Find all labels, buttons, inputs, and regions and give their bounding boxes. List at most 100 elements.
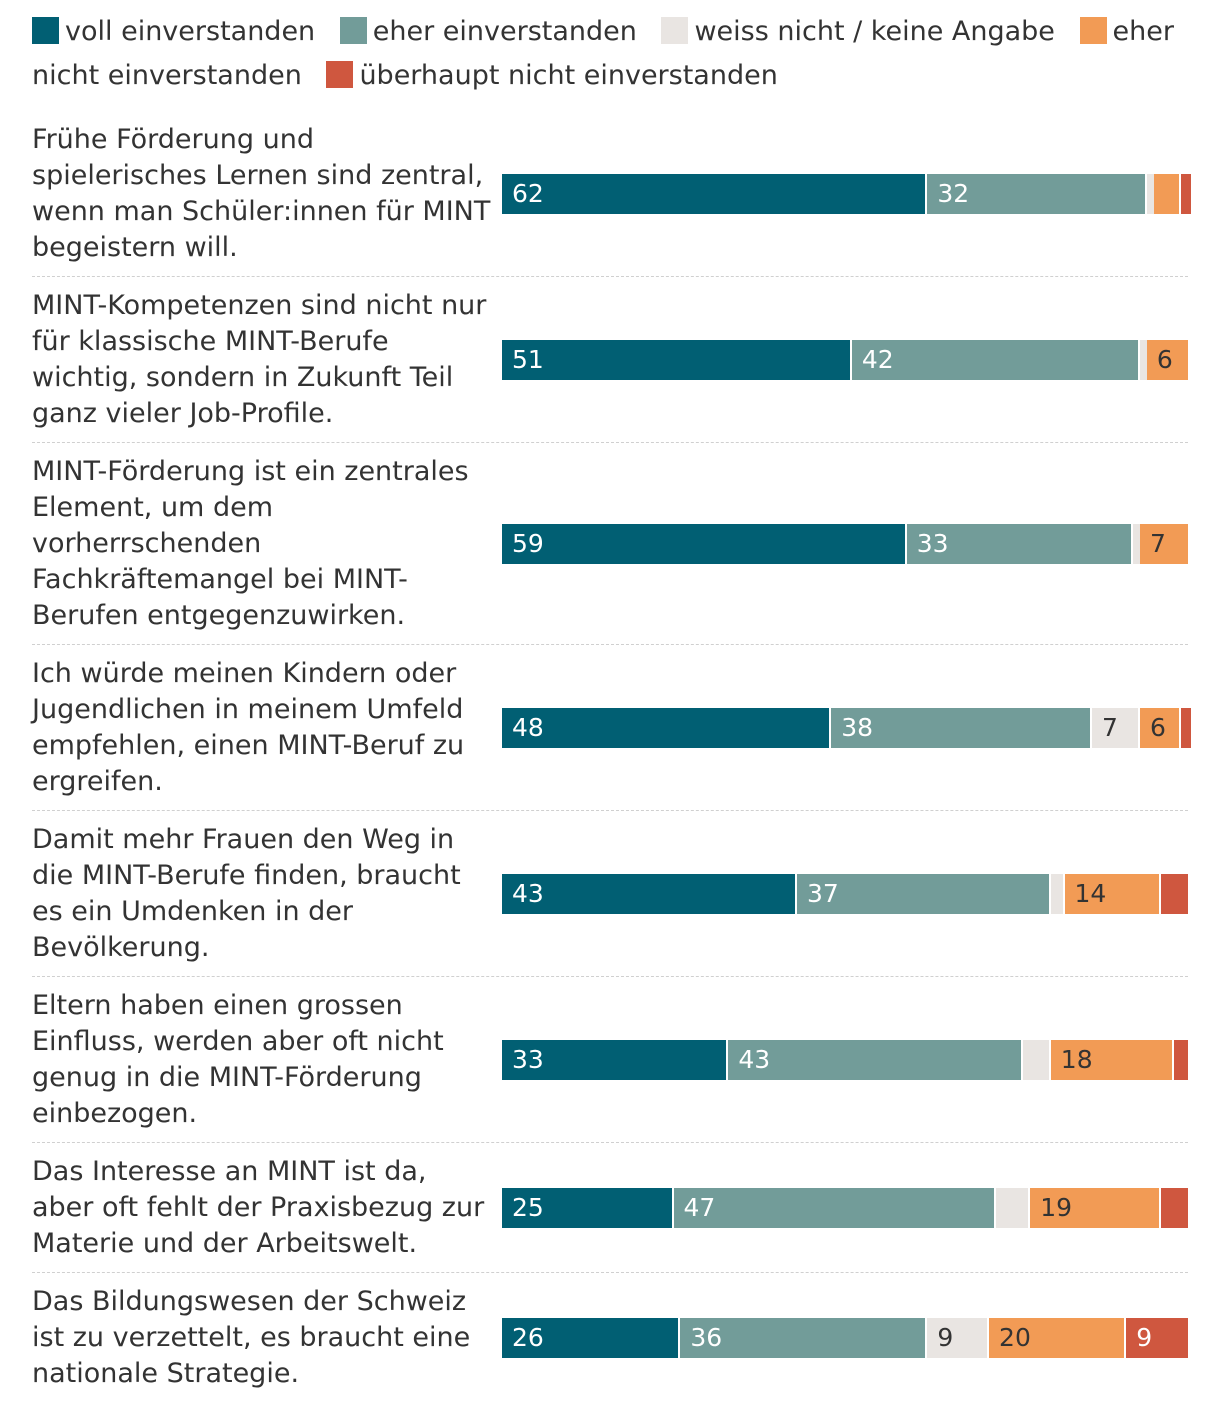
bar-segment [1181, 708, 1192, 748]
stacked-bar: 51 42 6 [502, 340, 1188, 380]
bar-segment: 6 [1139, 708, 1180, 748]
bar-segment: 62 [502, 174, 926, 214]
bar-segment [1160, 1188, 1188, 1228]
row-divider [32, 1142, 1188, 1143]
bar-segment: 43 [728, 1040, 1022, 1080]
data-label: 14 [1074, 879, 1107, 908]
bar-segment: 14 [1064, 874, 1159, 914]
bar-segment: 51 [502, 340, 850, 380]
data-label: 9 [937, 1323, 954, 1352]
bar-segment: 42 [851, 340, 1138, 380]
data-label: 59 [512, 529, 544, 558]
bar-segment: 33 [502, 1040, 727, 1080]
data-label: 9 [1136, 1323, 1153, 1352]
bar-segment: 25 [502, 1188, 672, 1228]
bar-segment [1139, 340, 1150, 380]
data-label: 48 [512, 713, 544, 742]
row-divider [32, 976, 1188, 977]
data-label: 33 [916, 529, 949, 558]
bar-segment: 48 [502, 708, 830, 748]
data-label: 26 [512, 1323, 544, 1352]
data-label: 42 [861, 345, 894, 374]
category-label: Damit mehr Frauen den Weg in die MINT-Be… [32, 824, 461, 963]
legend-label: voll einverstanden [65, 16, 316, 47]
stacked-bar: 48 38 7 6 [502, 708, 1192, 748]
bar-segment: 7 [1139, 524, 1188, 564]
row-divider [32, 442, 1188, 443]
data-label: 43 [738, 1045, 771, 1074]
data-label: 20 [999, 1323, 1031, 1352]
legend-swatch [339, 17, 367, 44]
stacked-bar: 43 37 14 [502, 874, 1188, 914]
legend-label: überhaupt nicht einverstanden [359, 60, 778, 91]
data-label: 18 [1060, 1045, 1093, 1074]
legend-item: eher nicht einverstanden [32, 16, 1174, 91]
bar-segment: 33 [906, 524, 1132, 564]
bar-segment [1050, 874, 1063, 914]
legend-item: weiss nicht / keine Angabe [661, 16, 1055, 47]
bar-segment: 6 [1146, 340, 1188, 380]
data-label: 19 [1040, 1193, 1073, 1222]
stacked-bar: 26 36 9 20 9 [502, 1318, 1188, 1358]
bar-segment [1174, 1040, 1188, 1080]
bar-segment: 37 [796, 874, 1049, 914]
bar-segment: 9 [1126, 1318, 1188, 1358]
bar-segment: 32 [927, 174, 1145, 214]
legend-item: voll einverstanden [32, 16, 315, 47]
stacked-bar: 59 33 7 [502, 524, 1188, 564]
legend-swatch [326, 61, 354, 88]
data-label: 25 [512, 1193, 544, 1222]
stacked-bar: 33 43 18 [502, 1040, 1188, 1080]
legend-item: eher einverstanden [339, 16, 637, 47]
row-divider [32, 276, 1188, 277]
legend-label: eher einverstanden [372, 16, 637, 47]
bar-segment [1023, 1040, 1049, 1080]
data-label: 38 [841, 713, 874, 742]
row-divider [32, 1272, 1188, 1273]
category-label: MINT-Kompetenzen sind nicht nur für klas… [32, 290, 487, 429]
bar-segment [1181, 174, 1192, 214]
stacked-bar: 62 32 [502, 174, 1192, 214]
data-label: 47 [683, 1193, 716, 1222]
bar-segment: 20 [989, 1318, 1125, 1358]
legend-swatch [1079, 17, 1107, 44]
data-label: 43 [512, 879, 544, 908]
data-label: 37 [806, 879, 839, 908]
legend-label: weiss nicht / keine Angabe [694, 16, 1055, 47]
bar-segment [1160, 874, 1188, 914]
bar-segment [1153, 174, 1180, 214]
category-label: Eltern haben einen grossen Einfluss, wer… [32, 990, 444, 1129]
row-divider [32, 810, 1188, 811]
category-label: Ich würde meinen Kindern oder Jugendlich… [32, 658, 465, 797]
data-label: 36 [690, 1323, 723, 1352]
legend-swatch [661, 17, 689, 44]
data-label: 7 [1101, 713, 1118, 742]
data-label: 7 [1149, 529, 1166, 558]
category-label: MINT-Förderung ist ein zentrales Element… [32, 456, 469, 631]
bar-segment: 59 [502, 524, 905, 564]
bar-segment: 43 [502, 874, 795, 914]
data-label: 6 [1156, 345, 1173, 374]
bar-segment: 47 [673, 1188, 994, 1228]
stacked-bar: 25 47 19 [502, 1188, 1188, 1228]
category-label: Frühe Förderung und spielerisches Lernen… [32, 124, 491, 263]
row-divider [32, 644, 1188, 645]
bar-segment: 18 [1050, 1040, 1173, 1080]
bar-segment: 7 [1091, 708, 1138, 748]
category-label: Das Interesse an MINT ist da, aber oft f… [32, 1156, 485, 1259]
category-label: Das Bildungswesen der Schweiz ist zu ver… [32, 1286, 471, 1389]
legend-label: eher nicht einverstanden [32, 16, 1174, 91]
bar-segment [995, 1188, 1029, 1228]
bar-segment: 26 [502, 1318, 679, 1358]
data-label: 6 [1149, 713, 1166, 742]
bar-segment: 19 [1030, 1188, 1159, 1228]
bar-segment [1133, 524, 1144, 564]
data-label: 32 [937, 179, 970, 208]
bar-segment: 36 [680, 1318, 926, 1358]
legend-swatch [32, 17, 59, 44]
data-label: 62 [512, 179, 544, 208]
bar-segment: 9 [927, 1318, 988, 1358]
legend: voll einverstanden eher einverstanden we… [32, 10, 1192, 98]
legend-item: überhaupt nicht einverstanden [326, 60, 778, 91]
